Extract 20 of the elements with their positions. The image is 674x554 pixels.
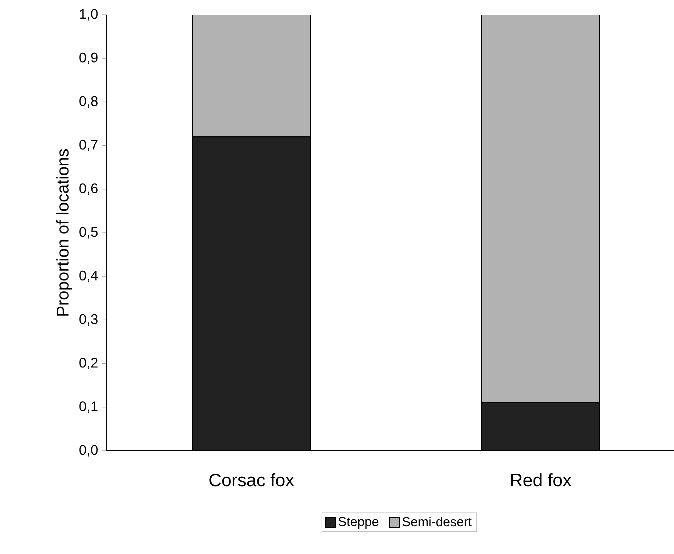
y-tick-label: 0,6 [80, 184, 98, 196]
legend-label: Steppe [338, 517, 379, 529]
bar [481, 402, 600, 451]
y-tick-label: 0,4 [80, 270, 98, 282]
bar [192, 137, 311, 451]
y-tick-label: 0,0 [80, 445, 98, 457]
x-tick-label: Red fox [512, 474, 572, 487]
bar [481, 14, 600, 404]
y-axis-title: Proportion of locations [56, 149, 72, 316]
bar [192, 14, 312, 138]
y-tick-label: 0,7 [80, 140, 98, 152]
y-tick-label: 0,1 [80, 402, 98, 414]
y-tick-label: 0,2 [80, 358, 98, 370]
x-tick-label: Corsac fox [210, 474, 294, 487]
y-tick-label: 0,9 [80, 52, 98, 64]
y-tick-label: 0,5 [80, 227, 98, 239]
y-tick-label: 0,8 [80, 96, 98, 108]
legend-label: Semi-desert [402, 517, 472, 527]
y-tick-label: 0,3 [80, 314, 98, 326]
y-tick-label: 1,0 [80, 9, 98, 21]
